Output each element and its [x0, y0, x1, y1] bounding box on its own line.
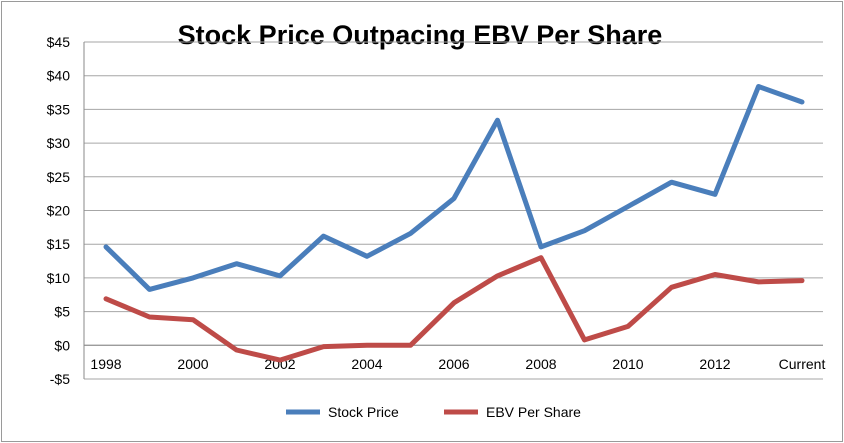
y-tick-label: $20: [47, 203, 71, 219]
x-tick-label: 1998: [90, 356, 121, 372]
y-tick-label: $30: [47, 135, 71, 151]
x-tick-label: 2012: [699, 356, 730, 372]
x-tick-label: 2000: [177, 356, 208, 372]
legend: Stock Price EBV Per Share: [286, 404, 581, 420]
y-tick-label: $0: [54, 337, 70, 353]
x-tick-label: 2006: [438, 356, 469, 372]
x-tick-label: 2004: [351, 356, 382, 372]
legend-label-1: EBV Per Share: [486, 404, 581, 420]
chart-title: Stock Price Outpacing EBV Per Share: [178, 20, 663, 50]
y-axis-ticks: -$5 $0 $5 $10 $15 $20 $25 $30 $35 $40 $45: [47, 34, 71, 387]
x-tick-label: 2010: [612, 356, 643, 372]
x-axis-ticks: 1998 2000 2002 2004 2006 2008 2010 2012 Current: [90, 356, 825, 372]
series-line-1: [103, 255, 805, 363]
y-tick-label: $35: [47, 101, 71, 117]
y-tick-label: $25: [47, 169, 71, 185]
series-lines: [103, 84, 805, 363]
axes: [83, 42, 823, 379]
series-line-0: [103, 84, 805, 292]
y-tick-label: -$5: [50, 371, 70, 387]
x-tick-label: 2008: [525, 356, 556, 372]
y-tick-label: $40: [47, 68, 71, 84]
y-tick-label: $5: [54, 304, 70, 320]
y-tick-label: $10: [47, 270, 71, 286]
legend-label-0: Stock Price: [328, 404, 399, 420]
y-tick-label: $15: [47, 236, 71, 252]
x-tick-label: Current: [779, 356, 826, 372]
gridlines: [84, 41, 823, 380]
y-tick-label: $45: [47, 34, 71, 50]
